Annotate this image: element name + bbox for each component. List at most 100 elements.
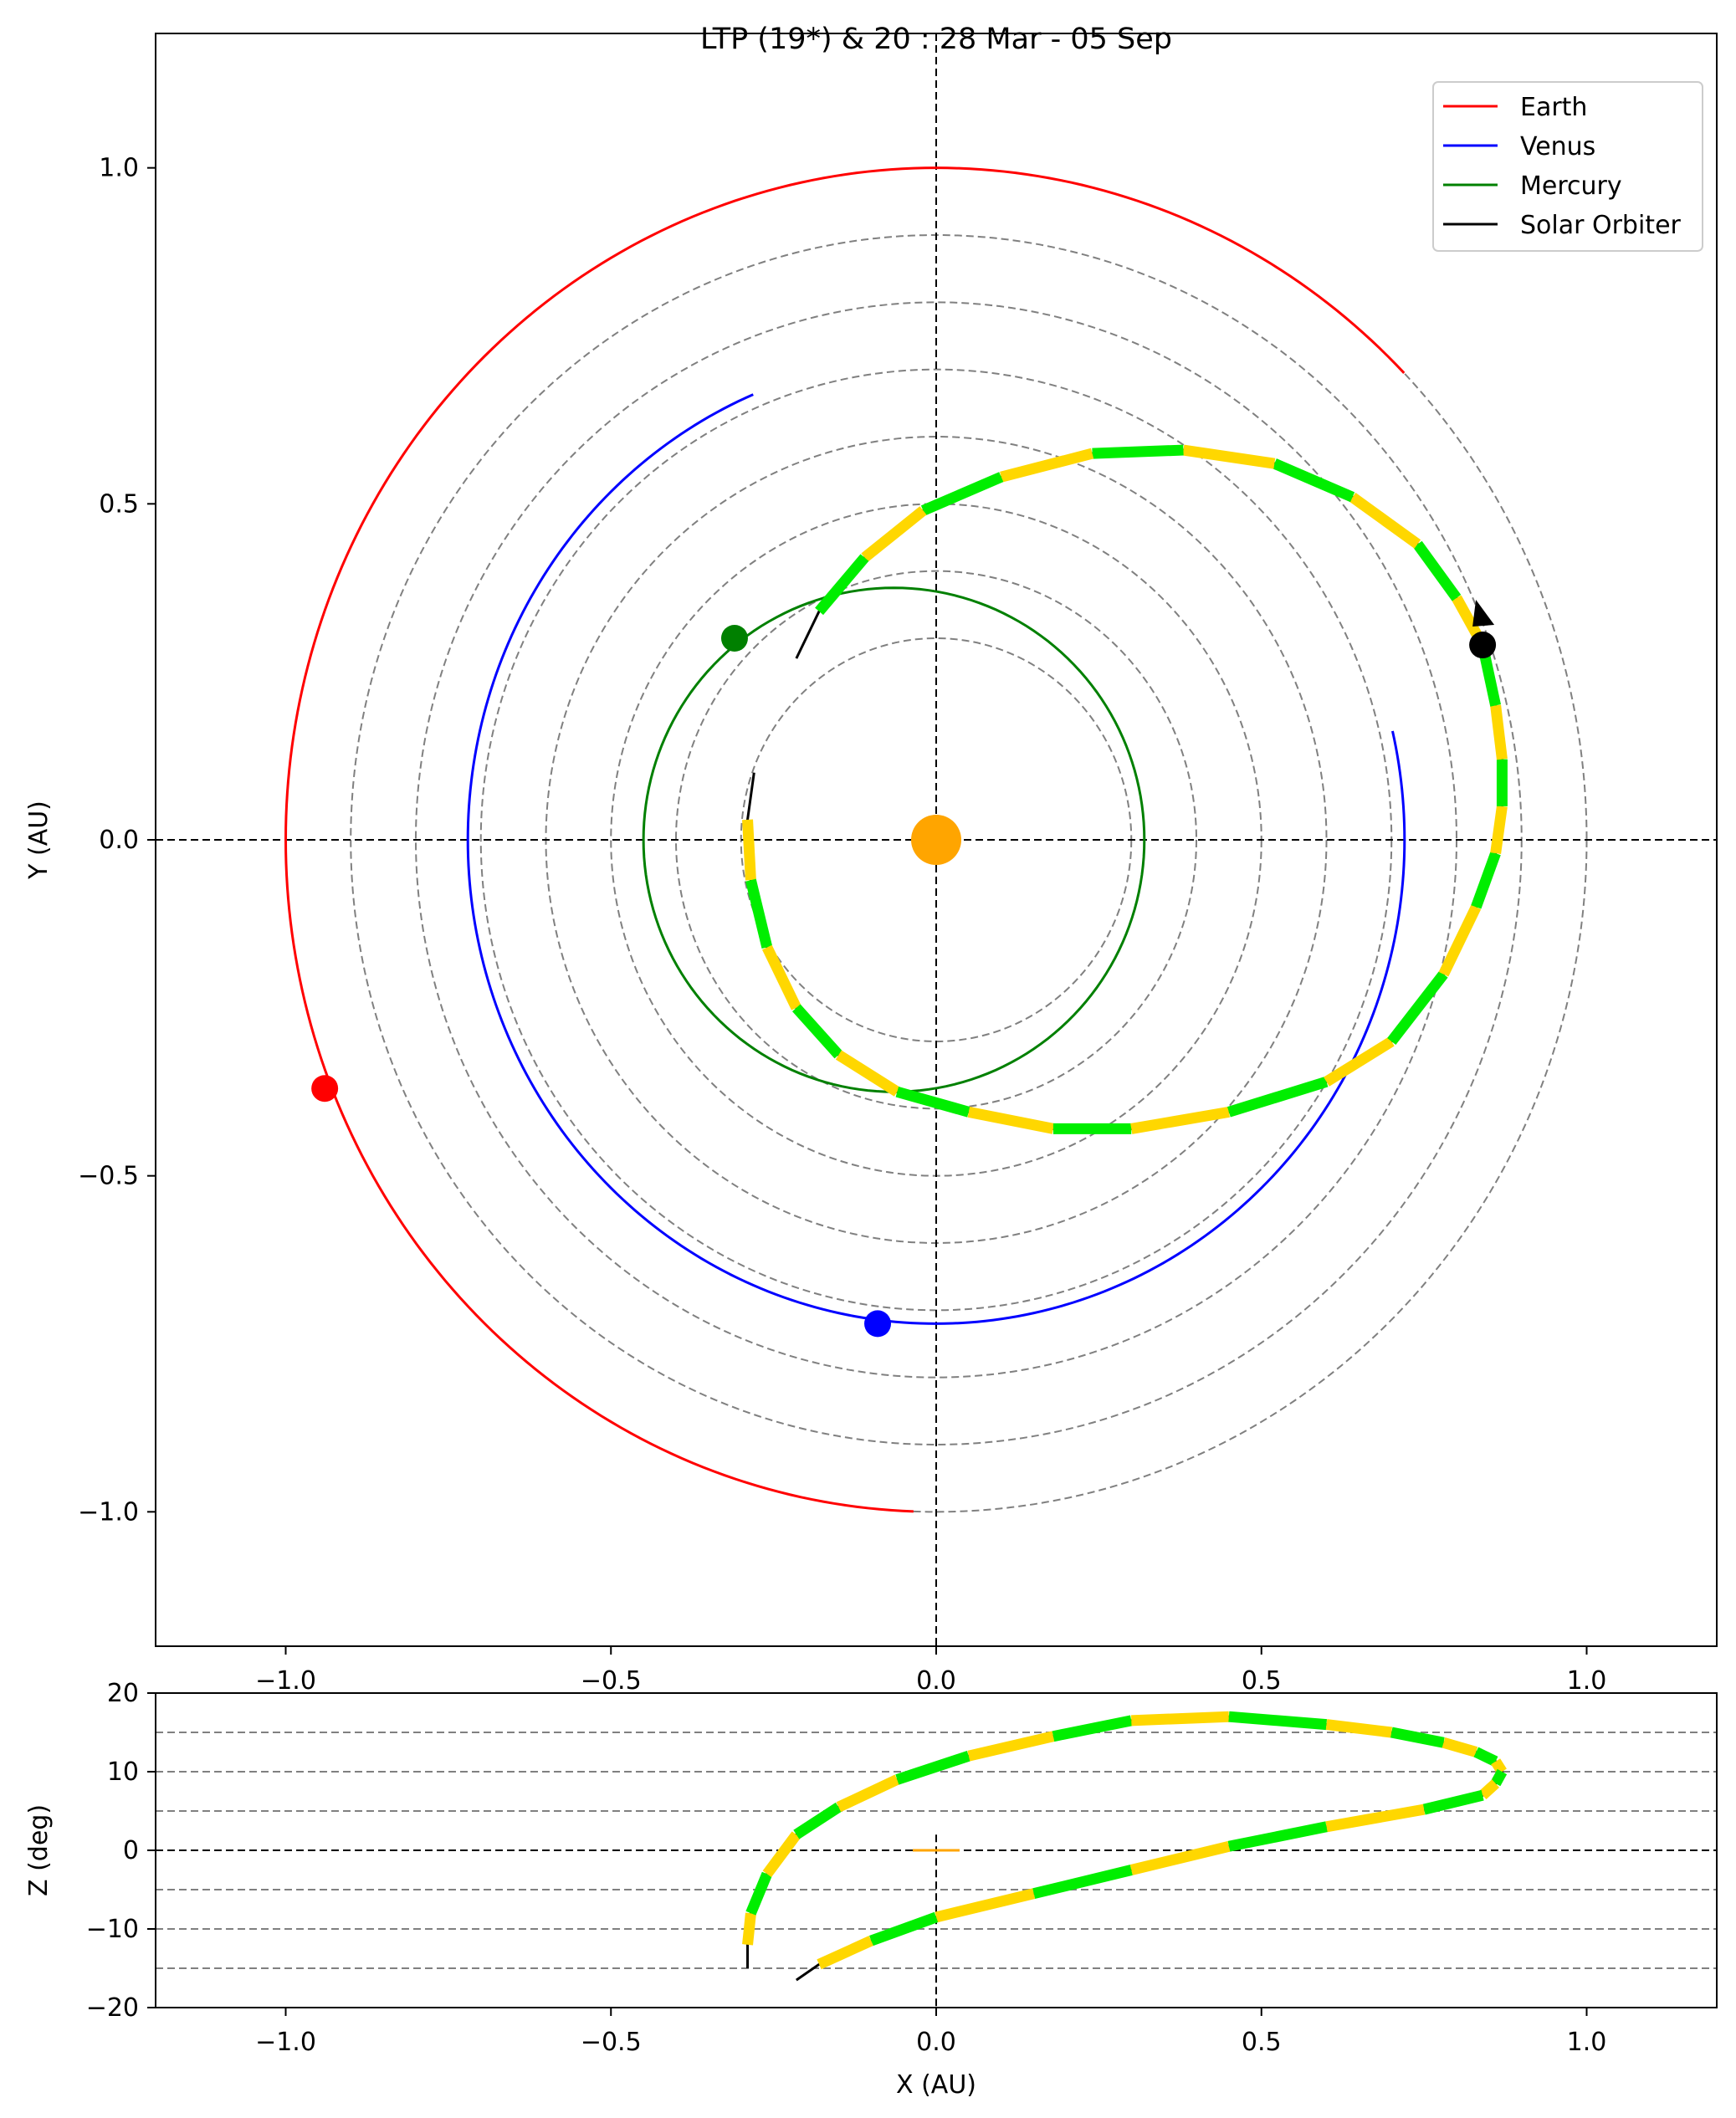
solar-orbiter-latitude-segment [1325, 1803, 1426, 1833]
direction-arrow [1472, 600, 1495, 627]
x-tick-label: 0.0 [916, 2028, 956, 2057]
solar-orbiter-latitude-segment [1228, 1711, 1328, 1731]
solar-orbiter-latitude-segment [793, 1802, 842, 1839]
solar-orbiter-orbit-segment [1490, 704, 1508, 760]
solar-orbiter-orbit-segment [792, 1004, 843, 1059]
latitude-plot-area [156, 1711, 1717, 2008]
legend-label-earth: Earth [1520, 93, 1587, 122]
legend-label-mercury: Mercury [1520, 171, 1622, 201]
y-tick-label: 0.0 [99, 826, 139, 855]
solar-orbiter-orbit-segment [742, 819, 756, 881]
solar-orbiter-track [742, 444, 1508, 1134]
venus-orbit [466, 393, 1406, 1325]
solar-orbiter-latitude-segment [1390, 1727, 1445, 1748]
x-tick-label: 0.0 [916, 1666, 956, 1696]
legend-box [1432, 81, 1703, 252]
x-tick-label: −0.5 [581, 1666, 642, 1696]
y-tick-label: 0 [123, 1836, 139, 1865]
solar-orbiter-orbit-segment [920, 472, 1004, 516]
orbit-plot-area [156, 33, 1717, 1646]
solar-orbiter-orbit-segment [745, 878, 773, 949]
solar-orbiter-latitude-segment [742, 1912, 756, 1946]
solar-orbiter-orbit-segment [1324, 1036, 1395, 1087]
solar-orbiter-latitude-segment [869, 1911, 939, 1947]
solar-orbiter-orbit-segment [815, 554, 869, 616]
distance-circle [675, 570, 1197, 1110]
orbit-x-ticks: −1.0 −0.5 0.0 0.5 1.0 [255, 1646, 1606, 1696]
solar-orbiter-latitude-segment [935, 1888, 1036, 1923]
solar-orbiter-orbit-segment [1490, 805, 1508, 854]
planet-orbits [284, 166, 1406, 1513]
legend-item-mercury: Mercury [1443, 171, 1622, 201]
solar-orbiter-latitude-segment [745, 1871, 772, 1916]
legend-label-solar-orbiter: Solar Orbiter [1520, 211, 1682, 240]
orbit-y-ticks: −1.0 −0.5 0.0 0.5 1.0 [78, 154, 156, 1527]
solar-orbiter-latitude-segment [1129, 1840, 1231, 1875]
venus-marker [864, 1310, 892, 1338]
earth-marker [311, 1075, 339, 1102]
y-tick-label: 20 [107, 1679, 139, 1708]
solar-orbiter-latitude-segment [1325, 1719, 1393, 1738]
x-tick-label: 1.0 [1567, 1666, 1607, 1696]
solar-orbiter-latitude-segment [1491, 1758, 1507, 1775]
solar-orbiter-orbit-segment [1130, 1106, 1230, 1134]
sun-marker [911, 815, 961, 865]
solar-orbiter-latitude-segment [1052, 1715, 1133, 1742]
solar-orbiter-latitude-segment [1490, 1768, 1508, 1787]
solar-orbiter-latitude-segment [1442, 1737, 1478, 1757]
solar-orbiter-orbit-segment [1438, 904, 1482, 977]
solar-orbiter-orbit-segment [1387, 970, 1448, 1045]
x-tick-label: 0.5 [1242, 2028, 1282, 2057]
latitude-y-axis-label: Z (deg) [24, 1804, 54, 1896]
solar-orbiter-latitude-track [742, 1711, 1508, 1982]
solar-orbiter-orbit-segment [1471, 851, 1501, 909]
mercury-marker [720, 625, 748, 652]
body-markers [311, 600, 1497, 1338]
latitude-gridlines [156, 1732, 1717, 2008]
latitude-x-axis-label: X (AU) [896, 2070, 976, 2100]
solar-orbiter-latitude-segment [1473, 1747, 1498, 1767]
solar-orbiter-orbit-segment [1272, 458, 1355, 503]
orbit-y-axis-label: Y (AU) [24, 801, 54, 880]
solar-orbiter-latitude-segment [895, 1751, 970, 1785]
solar-orbiter-latitude-segment [1478, 1779, 1500, 1800]
solar-orbiter-orbit-segment [1349, 493, 1421, 549]
earth-orbit [284, 166, 1406, 1513]
legend-item-venus: Venus [1443, 132, 1595, 161]
x-tick-label: −0.5 [581, 2028, 642, 2057]
solar-orbiter-orbit-segment [1413, 540, 1462, 601]
solar-orbiter-latitude-segment [1422, 1789, 1484, 1815]
solar-orbiter-latitude-segment [1032, 1865, 1133, 1900]
legend-label-venus: Venus [1520, 132, 1595, 161]
x-tick-label: −1.0 [255, 1666, 316, 1696]
y-tick-label: −10 [86, 1915, 139, 1944]
legend-item-solar-orbiter: Solar Orbiter [1443, 211, 1682, 240]
orbit-plot: −1.0 −0.5 0.0 0.5 1.0 −1.0 −0.5 0.0 0.5 1.0 Y (A… [24, 33, 1718, 1696]
solar-orbiter-latitude-segment [1227, 1821, 1328, 1852]
x-tick-label: 1.0 [1567, 2028, 1607, 2057]
y-tick-label: 0.5 [99, 489, 139, 519]
solar-orbiter-orbit-segment [895, 1086, 970, 1118]
solar-orbiter-latitude-segment [836, 1774, 900, 1813]
solar-orbiter-orbit-segment [761, 944, 801, 1010]
mercury-orbit [642, 586, 1146, 1093]
solar-orbiter-orbit-segment [1226, 1076, 1329, 1118]
latitude-plot: −1.0 −0.5 0.0 0.5 1.0 −20 −10 0 10 20 X (AU) Z (… [24, 1679, 1718, 2100]
solar-orbiter-orbit-segment [1182, 444, 1276, 469]
y-tick-label: −20 [86, 1993, 139, 2023]
solar-orbiter-latitude-segment [817, 1936, 873, 1970]
y-tick-label: −0.5 [78, 1162, 139, 1191]
solar-orbiter-latitude-segment [1130, 1711, 1230, 1727]
latitude-x-ticks: −1.0 −0.5 0.0 0.5 1.0 [255, 2008, 1606, 2057]
solar-orbiter-orbit-segment [967, 1106, 1055, 1134]
y-tick-label: −1.0 [78, 1497, 139, 1527]
solar-orbiter-latitude-segment [762, 1831, 801, 1878]
legend-item-earth: Earth [1443, 93, 1587, 122]
solar-orbiter-orbit-segment [1092, 444, 1184, 459]
x-tick-label: −1.0 [255, 2028, 316, 2057]
latitude-y-ticks: −20 −10 0 10 20 [86, 1679, 156, 2023]
y-tick-label: 10 [107, 1757, 139, 1787]
solar-orbiter-marker [1469, 632, 1497, 659]
solar-orbiter-orbit-segment [861, 506, 927, 562]
